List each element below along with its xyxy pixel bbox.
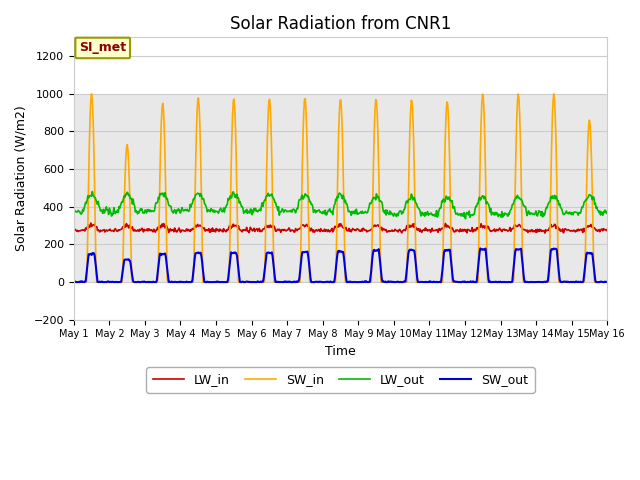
LW_out	[218, 207, 225, 213]
LW_out	[604, 209, 611, 215]
LW_in	[189, 227, 197, 232]
SW_out	[217, 279, 225, 285]
Legend: LW_in, SW_in, LW_out, SW_out: LW_in, SW_in, LW_out, SW_out	[147, 367, 534, 393]
LW_in	[79, 228, 87, 233]
Y-axis label: Solar Radiation (W/m2): Solar Radiation (W/m2)	[15, 106, 28, 252]
X-axis label: Time: Time	[325, 345, 356, 358]
Bar	[74, 94, 607, 282]
SW_out	[70, 279, 77, 285]
SW_in	[422, 279, 429, 285]
SW_in	[406, 128, 413, 134]
LW_in	[406, 222, 413, 228]
LW_in	[541, 230, 548, 236]
Line: SW_in: SW_in	[74, 94, 607, 282]
SW_out	[477, 245, 484, 251]
LW_in	[422, 225, 429, 231]
SW_out	[189, 276, 196, 282]
SW_in	[604, 279, 611, 285]
LW_out	[461, 216, 469, 222]
LW_out	[70, 210, 77, 216]
SW_in	[79, 279, 87, 285]
SW_out	[421, 279, 429, 285]
Line: SW_out: SW_out	[74, 248, 607, 282]
LW_out	[135, 210, 143, 216]
LW_out	[189, 196, 197, 202]
LW_in	[604, 227, 611, 232]
Text: SI_met: SI_met	[79, 41, 126, 54]
SW_out	[79, 279, 87, 285]
SW_out	[134, 279, 142, 285]
LW_out	[422, 210, 429, 216]
LW_out	[406, 197, 413, 203]
Line: LW_in: LW_in	[74, 223, 607, 233]
LW_out	[88, 189, 96, 194]
SW_out	[604, 279, 611, 285]
SW_in	[135, 279, 143, 285]
SW_in	[189, 279, 197, 285]
LW_out	[79, 208, 87, 214]
LW_in	[70, 227, 77, 233]
SW_in	[218, 279, 225, 285]
SW_out	[405, 248, 413, 253]
Line: LW_out: LW_out	[74, 192, 607, 219]
LW_in	[218, 228, 225, 234]
LW_in	[87, 220, 95, 226]
Title: Solar Radiation from CNR1: Solar Radiation from CNR1	[230, 15, 451, 33]
SW_in	[88, 91, 95, 96]
LW_in	[135, 228, 143, 234]
SW_in	[70, 279, 77, 285]
